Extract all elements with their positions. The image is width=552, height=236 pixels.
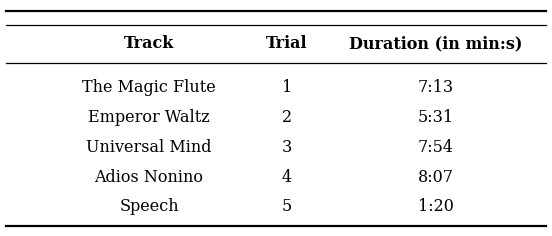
Text: Duration (in min:s): Duration (in min:s) (349, 35, 523, 52)
Text: 3: 3 (282, 139, 292, 156)
Text: The Magic Flute: The Magic Flute (82, 79, 216, 96)
Text: 7:54: 7:54 (418, 139, 454, 156)
Text: 2: 2 (282, 109, 292, 126)
Text: Speech: Speech (119, 198, 179, 215)
Text: Trial: Trial (266, 35, 308, 52)
Text: 7:13: 7:13 (418, 79, 454, 96)
Text: 5: 5 (282, 198, 292, 215)
Text: Universal Mind: Universal Mind (86, 139, 212, 156)
Text: Emperor Waltz: Emperor Waltz (88, 109, 210, 126)
Text: Adios Nonino: Adios Nonino (94, 169, 204, 185)
Text: 1: 1 (282, 79, 292, 96)
Text: 5:31: 5:31 (418, 109, 454, 126)
Text: Track: Track (124, 35, 174, 52)
Text: 8:07: 8:07 (418, 169, 454, 185)
Text: 1:20: 1:20 (418, 198, 454, 215)
Text: 4: 4 (282, 169, 292, 185)
